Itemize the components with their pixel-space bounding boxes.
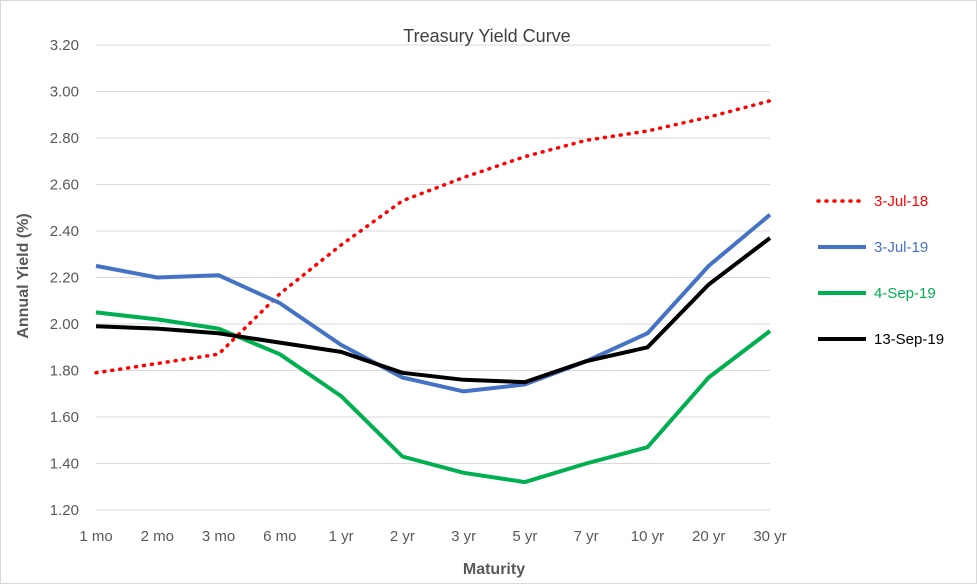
legend-label: 4-Sep-19 <box>874 285 936 302</box>
legend: 3-Jul-18 3-Jul-19 4-Sep-19 13-Sep-19 <box>816 193 944 348</box>
chart-title: Treasury Yield Curve <box>403 26 570 46</box>
y-tick-label: 2.20 <box>50 270 79 287</box>
x-tick-label: 10 yr <box>631 528 664 545</box>
y-axis-title: Annual Yield (%) <box>15 213 32 338</box>
series-lines <box>94 99 772 485</box>
y-tick-label: 1.60 <box>50 409 79 426</box>
x-tick-label: 5 yr <box>512 528 537 545</box>
y-tick-label: 2.00 <box>50 316 79 333</box>
x-tick-label: 7 yr <box>574 528 599 545</box>
x-tick-label: 2 yr <box>390 528 415 545</box>
x-tick-label: 20 yr <box>692 528 725 545</box>
series-line-4-sep-19 <box>95 310 772 485</box>
y-tick-label: 3.00 <box>50 84 79 101</box>
legend-label: 3-Jul-19 <box>874 239 928 256</box>
x-tick-label: 1 yr <box>329 528 354 545</box>
series-line-3-jul-18 <box>94 99 772 375</box>
y-tick-label: 1.80 <box>50 363 79 380</box>
y-tick-label: 2.40 <box>50 223 79 240</box>
y-tick-label: 3.20 <box>50 37 79 54</box>
y-tick-labels: 1.20 1.40 1.60 1.80 2.00 2.20 2.40 2.60 2.80 3.00… <box>50 37 79 519</box>
legend-label: 3-Jul-18 <box>874 193 928 210</box>
x-axis-title: Maturity <box>463 561 525 578</box>
series-line-13-sep-19 <box>95 236 772 385</box>
legend-label: 13-Sep-19 <box>874 331 944 348</box>
series-line-3-jul-19 <box>95 213 772 394</box>
x-tick-label: 3 mo <box>202 528 235 545</box>
x-tick-label: 2 mo <box>141 528 174 545</box>
y-tick-label: 2.80 <box>50 130 79 147</box>
x-tick-label: 30 yr <box>753 528 786 545</box>
x-tick-label: 1 mo <box>79 528 112 545</box>
x-tick-label: 3 yr <box>451 528 476 545</box>
y-tick-label: 1.20 <box>50 502 79 519</box>
x-tick-label: 6 mo <box>263 528 296 545</box>
y-tick-label: 1.40 <box>50 456 79 473</box>
y-tick-label: 2.60 <box>50 177 79 194</box>
x-tick-labels: 1 mo 2 mo 3 mo 6 mo 1 yr 2 yr 3 yr 5 yr 7 yr 10 y… <box>79 528 786 545</box>
